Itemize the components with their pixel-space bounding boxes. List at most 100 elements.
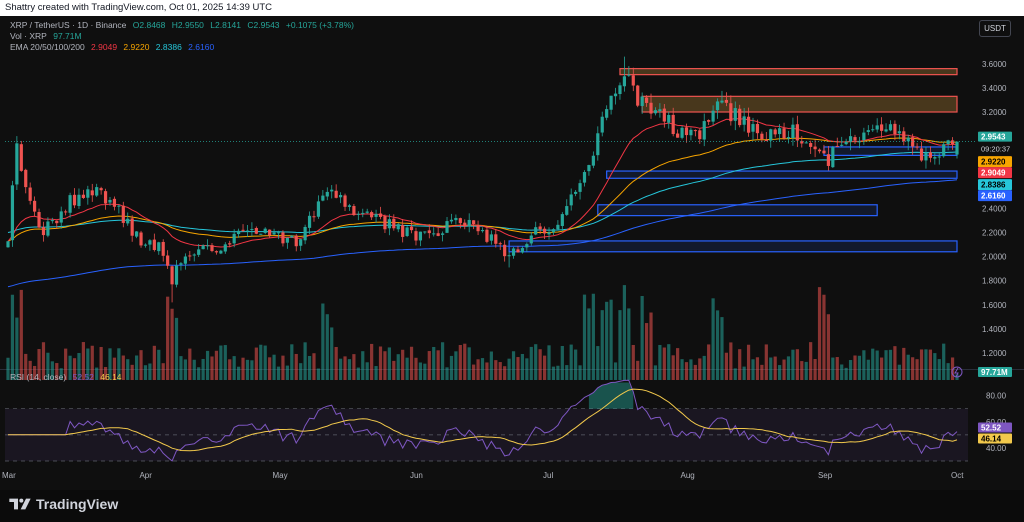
ema-tag-bg (978, 179, 1012, 191)
candle-body (822, 150, 826, 154)
volume-bar (627, 308, 631, 380)
candle-body (778, 128, 782, 135)
candle-body (321, 195, 325, 201)
attribution-bar: Shattry created with TradingView.com, Oc… (0, 0, 1024, 16)
volume-bar (880, 357, 884, 380)
candle-body (108, 199, 112, 203)
volume-bar (37, 349, 41, 380)
candle-body (303, 226, 307, 241)
candle-body (174, 265, 179, 285)
rsi-value: 52.52 (72, 372, 94, 382)
low-value: L2.8141 (210, 20, 242, 30)
brand-logo[interactable]: TradingView (8, 496, 118, 512)
rsi-ma-tag-bg (978, 433, 1012, 444)
volume-bar (436, 350, 440, 380)
candle-body (223, 244, 227, 252)
candle-body (334, 190, 338, 198)
volume-bar (414, 357, 418, 380)
currency-button[interactable]: USDT (979, 20, 1011, 37)
volume-bar (95, 367, 99, 380)
candle-body (742, 116, 746, 125)
volume-label[interactable]: Vol · XRP (10, 31, 47, 41)
lightning-icon-bolt (954, 367, 959, 378)
candle-body (622, 76, 627, 87)
date-tick-label: Apr (139, 471, 152, 480)
volume-bar (853, 355, 857, 380)
volume-bar (374, 366, 378, 380)
candle-body (19, 144, 23, 171)
volume-bar (15, 317, 19, 380)
candle-body (338, 195, 343, 198)
volume-bar (299, 363, 303, 380)
candle-body (684, 127, 689, 136)
volume-bar (640, 296, 644, 380)
volume-bar (174, 317, 179, 380)
candle-body (826, 154, 830, 166)
candle-body (565, 206, 569, 215)
volume-bar (680, 359, 684, 380)
volume-bar (6, 357, 10, 380)
price-tick-label: 1.2000 (982, 349, 1007, 358)
candle-body (254, 227, 258, 234)
attribution-text: Shattry created with TradingView.com, Oc… (5, 2, 273, 13)
candle-body (786, 137, 791, 139)
volume-bar (707, 344, 711, 380)
volume-bar (55, 363, 59, 380)
rsi-ma-line (8, 388, 958, 452)
volume-bar (644, 323, 649, 380)
ema-tag: 2.9049 (981, 169, 1006, 178)
volume-bar (401, 349, 405, 380)
candle-body (729, 103, 733, 122)
rsi-label[interactable]: RSI (14, close) (10, 372, 67, 382)
volume-bar (693, 364, 697, 380)
volume-bar (826, 314, 830, 380)
ema-tag-bg (978, 156, 1012, 168)
candle-body (401, 225, 405, 237)
symbol-title[interactable]: XRP / TetherUS · 1D · Binance (10, 20, 127, 30)
candle-body (582, 172, 587, 183)
candle-body (232, 233, 236, 244)
rsi-tag: 52.52 (981, 424, 1002, 433)
candle-body (804, 142, 808, 144)
candle-body (387, 219, 391, 229)
candle-body (299, 239, 303, 246)
candle-body (769, 129, 773, 141)
date-tick-label: Oct (951, 471, 964, 480)
volume-bar (250, 360, 254, 380)
ema-label[interactable]: EMA 20/50/100/200 (10, 42, 85, 52)
volume-bar (875, 350, 879, 380)
candle-body (219, 250, 223, 254)
volume-bar (507, 358, 511, 380)
candle-body (99, 188, 103, 191)
rsi-legend: RSI (14, close) 52.52 46.14 (10, 372, 126, 382)
ema-tag: 2.9220 (981, 158, 1006, 167)
volume-bar (259, 344, 263, 380)
candle-body (871, 129, 875, 131)
volume-bar (41, 342, 46, 380)
demand-zone (597, 204, 878, 217)
supply-zone (641, 95, 958, 113)
candle-body (542, 228, 547, 234)
candle-body (24, 169, 28, 188)
volume-bar (844, 367, 848, 380)
volume-bar (831, 357, 835, 380)
candle-body (644, 97, 649, 103)
candle-body (396, 224, 400, 230)
volume-tag: 97.71M (981, 368, 1008, 377)
volume-bar (795, 349, 799, 380)
candle-body (915, 146, 919, 148)
candle-body (556, 224, 560, 230)
candle-body (547, 232, 551, 235)
price-chart[interactable]: Mar Apr May Jun Jul Aug Sep Oct 3.6000 3.4000 3.20… (0, 16, 1024, 490)
candle-body (179, 263, 183, 265)
candle-body (241, 229, 245, 231)
candle-body (950, 140, 955, 145)
candle-body (157, 242, 161, 252)
volume-bar (933, 353, 937, 380)
volume-bar (937, 359, 941, 380)
supply-zone (619, 68, 958, 76)
candle-body (152, 239, 156, 251)
ema200-line (7, 179, 958, 288)
volume-bar (809, 342, 813, 380)
rsi-line (8, 379, 958, 462)
